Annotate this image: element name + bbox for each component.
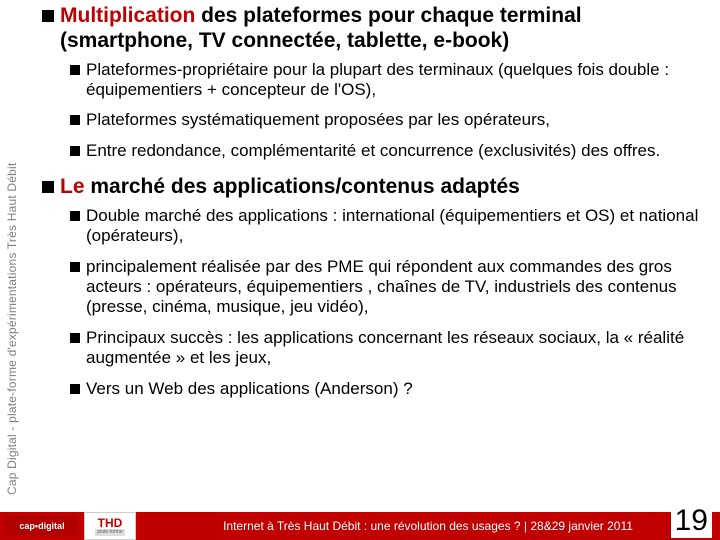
square-bullet-icon [42, 181, 54, 193]
thd-logo: THD plate-forme [84, 512, 136, 540]
list-item: Vers un Web des applications (Anderson) … [70, 379, 708, 399]
square-bullet-icon [70, 384, 80, 394]
heading-2-text: Le marché des applications/contenus adap… [60, 175, 520, 200]
square-bullet-icon [70, 211, 80, 221]
list-item-text: Principaux succès : les applications con… [86, 328, 708, 369]
square-bullet-icon [70, 115, 80, 125]
heading-2-highlight: Le [60, 175, 85, 198]
square-bullet-icon [70, 333, 80, 343]
list-item-text: Plateformes systématiquement proposées p… [86, 110, 550, 130]
square-bullet-icon [70, 146, 80, 156]
list-item: Entre redondance, complémentarité et con… [70, 141, 708, 161]
heading-2: Le marché des applications/contenus adap… [42, 175, 708, 200]
list-item-text: Plateformes-propriétaire pour la plupart… [86, 60, 708, 101]
content-area: Multiplication des plateformes pour chaq… [42, 4, 708, 409]
section1-list: Plateformes-propriétaire pour la plupart… [70, 60, 708, 162]
footer-text: Internet à Très Haut Débit : une révolut… [136, 519, 720, 533]
square-bullet-icon [70, 65, 80, 75]
list-item: principalement réalisée par des PME qui … [70, 257, 708, 318]
thd-logo-top: THD [98, 517, 123, 529]
heading-1-highlight: Multiplication [60, 4, 195, 27]
square-bullet-icon [70, 262, 80, 272]
footer-bar: cap•digital THD plate-forme Internet à T… [0, 512, 720, 540]
section2-list: Double marché des applications : interna… [70, 206, 708, 399]
heading-1: Multiplication des plateformes pour chaq… [42, 4, 708, 54]
list-item: Double marché des applications : interna… [70, 206, 708, 247]
sidebar-vertical-text: Cap Digital - plate-forme d'expérimentat… [5, 163, 19, 495]
thd-logo-bottom: plate-forme [95, 529, 124, 536]
list-item-text: Vers un Web des applications (Anderson) … [86, 379, 413, 399]
square-bullet-icon [42, 10, 54, 22]
heading-2-rest: marché des applications/contenus adaptés [85, 175, 520, 198]
list-item-text: Entre redondance, complémentarité et con… [86, 141, 660, 161]
slide: Cap Digital - plate-forme d'expérimentat… [0, 0, 720, 540]
heading-1-text: Multiplication des plateformes pour chaq… [60, 4, 708, 54]
list-item: Principaux succès : les applications con… [70, 328, 708, 369]
list-item: Plateformes-propriétaire pour la plupart… [70, 60, 708, 101]
page-number: 19 [671, 504, 712, 538]
cap-digital-logo: cap•digital [6, 516, 78, 536]
list-item-text: principalement réalisée par des PME qui … [86, 257, 708, 318]
list-item: Plateformes systématiquement proposées p… [70, 110, 708, 130]
list-item-text: Double marché des applications : interna… [86, 206, 708, 247]
